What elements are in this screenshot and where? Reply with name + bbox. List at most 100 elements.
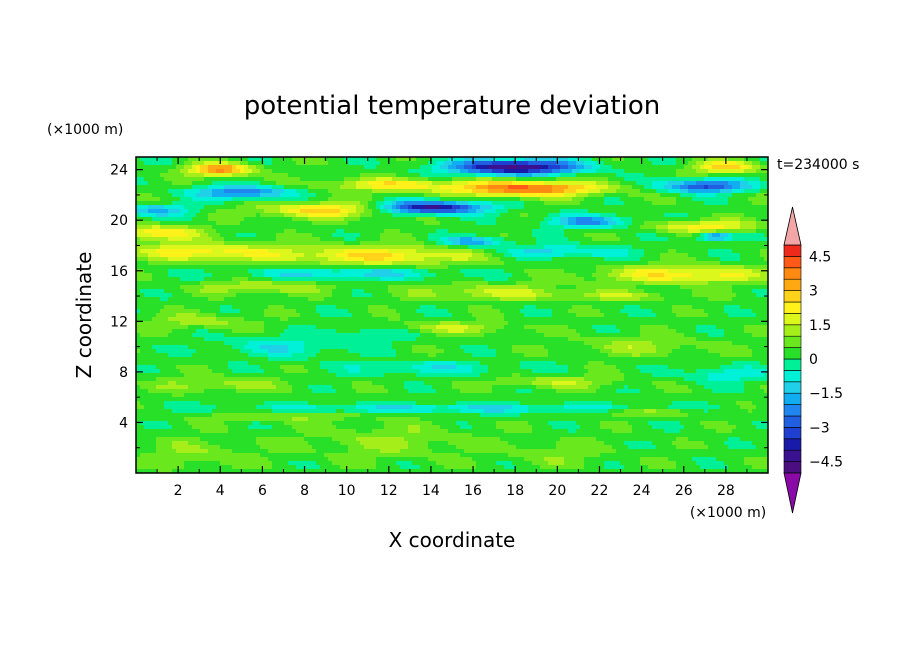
heatmap-cell [148,161,153,166]
heatmap-cell [320,209,325,214]
heatmap-cell [724,189,729,194]
heatmap-cell [192,221,197,226]
heatmap-cell [664,237,669,242]
heatmap-cell [364,177,369,182]
heatmap-cell [444,169,449,174]
heatmap-cell [388,265,393,270]
heatmap-cell [756,237,761,242]
heatmap-cell [628,257,633,262]
heatmap-cell [692,265,697,270]
heatmap-cell [480,197,485,202]
heatmap-cell [444,229,449,234]
heatmap-cell [336,205,341,210]
heatmap-cell [464,221,469,226]
heatmap-cell [636,197,641,202]
heatmap-cell [296,173,301,178]
heatmap-cell [396,173,401,178]
heatmap-cell [332,249,337,254]
heatmap-cell [316,241,321,246]
heatmap-cell [592,181,597,186]
heatmap-cell [192,257,197,262]
heatmap-cell [312,169,317,174]
heatmap-cell [708,209,713,214]
heatmap-cell [304,261,309,266]
heatmap-cell [640,201,645,206]
heatmap-cell [700,205,705,210]
heatmap-cell [728,265,733,270]
heatmap-cell [564,229,569,234]
heatmap-cell [224,229,229,234]
heatmap-cell [692,229,697,234]
heatmap-cell [704,181,709,186]
heatmap-cell [328,269,333,274]
heatmap-cell [640,229,645,234]
heatmap-cell [260,273,265,278]
heatmap-cell [588,225,593,230]
heatmap-cell [496,157,501,162]
heatmap-cell [380,253,385,258]
heatmap-cell [148,257,153,262]
heatmap-cell [268,249,273,254]
heatmap-cell [572,181,577,186]
heatmap-cell [308,245,313,250]
heatmap-cell [552,257,557,262]
heatmap-cell [208,201,213,206]
heatmap-cell [600,277,605,282]
heatmap-cell [216,277,221,282]
heatmap-cell [224,209,229,214]
heatmap-cell [620,273,625,278]
heatmap-cell [216,201,221,206]
heatmap-cell [300,185,305,190]
heatmap-cell [456,249,461,254]
heatmap-cell [648,157,653,162]
heatmap-cell [516,261,521,266]
heatmap-cell [720,233,725,238]
heatmap-cell [192,233,197,238]
heatmap-cell [480,269,485,274]
heatmap-cell [472,217,477,222]
heatmap-cell [588,273,593,278]
heatmap-cell [448,217,453,222]
heatmap-cell [536,249,541,254]
heatmap-cell [648,221,653,226]
heatmap-cell [284,225,289,230]
heatmap-cell [252,157,257,162]
heatmap-cell [300,233,305,238]
heatmap-cell [600,257,605,262]
heatmap-cell [312,257,317,262]
heatmap-cell [596,261,601,266]
heatmap-cell [180,221,185,226]
heatmap-cell [560,237,565,242]
heatmap-cell [376,241,381,246]
heatmap-field [136,157,768,473]
heatmap-cell [572,173,577,178]
heatmap-cell [684,177,689,182]
heatmap-cell [724,201,729,206]
heatmap-cell [356,201,361,206]
heatmap-cell [508,217,513,222]
heatmap-cell [676,217,681,222]
heatmap-cell [592,177,597,182]
heatmap-cell [640,249,645,254]
heatmap-cell [448,165,453,170]
heatmap-cell [476,181,481,186]
heatmap-cell [240,253,245,258]
heatmap-cell [640,173,645,178]
heatmap-cell [384,205,389,210]
heatmap-cell [380,257,385,262]
heatmap-cell [544,185,549,190]
heatmap-cell [728,201,733,206]
heatmap-cell [548,157,553,162]
heatmap-cell [492,261,497,266]
heatmap-cell [240,157,245,162]
heatmap-cell [608,201,613,206]
heatmap-cell [596,193,601,198]
heatmap-cell [652,185,657,190]
heatmap-cell [416,261,421,266]
heatmap-cell [388,277,393,282]
heatmap-cell [176,197,181,202]
heatmap-cell [352,185,357,190]
heatmap-cell [140,193,145,198]
heatmap-cell [468,241,473,246]
heatmap-cell [728,193,733,198]
